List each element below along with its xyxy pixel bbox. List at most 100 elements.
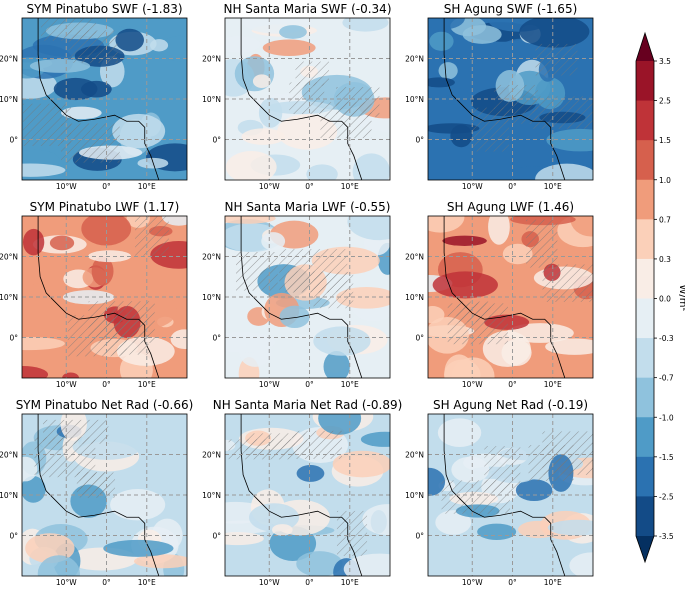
colorbar-bin (636, 179, 654, 220)
hatch (79, 472, 116, 498)
field-blob (442, 235, 487, 246)
field-blob (28, 283, 47, 310)
panel-title: NH Santa Maria SWF (-0.34) (223, 2, 391, 16)
y-tick-label: 20°N (0, 253, 18, 262)
y-tick-label: 20°N (405, 451, 424, 460)
field-blob (462, 25, 502, 44)
coastline (240, 414, 363, 576)
x-tick-label: 10°E (341, 578, 359, 587)
field-blob (37, 555, 80, 576)
panel-frame (224, 17, 391, 181)
colorbar-tick-label: -2.5 (659, 492, 674, 501)
field-blob (115, 28, 144, 52)
x-tick-label: 10°E (544, 380, 562, 389)
hatch (528, 445, 574, 481)
y-tick-label: 0° (9, 334, 18, 343)
y-tick-label: 0° (415, 136, 424, 145)
x-tick-label: 10°W (259, 380, 280, 389)
panel-frame (427, 17, 594, 181)
field-blob (110, 489, 166, 521)
map-field (428, 18, 593, 180)
hatch (34, 437, 96, 478)
colorbar-tick-label: -0.7 (659, 374, 674, 383)
field-blob (546, 128, 593, 152)
x-tick-label: 10°E (341, 380, 359, 389)
panel-frame (224, 215, 391, 379)
colorbar-tick-label: 0.3 (659, 255, 671, 264)
colorbar-label: W/m² (677, 284, 685, 311)
panel-frame (427, 413, 594, 577)
colorbar-tick-label: 1.0 (659, 176, 671, 185)
y-tick-label: 10°N (405, 95, 424, 104)
colorbar-extend (636, 536, 654, 562)
panel-title: SH Agung LWF (1.46) (447, 200, 574, 214)
colorbar-extend (636, 33, 654, 61)
colorbar-tick-label: 1.5 (659, 136, 671, 145)
panel-frame (21, 413, 188, 577)
colorbar-bin (636, 417, 654, 458)
field-blob (477, 523, 517, 540)
panel-title: NH Santa Maria LWF (-0.55) (225, 200, 391, 214)
field-blob (313, 326, 371, 356)
field-blob (527, 547, 589, 560)
y-tick-label: 20°N (0, 55, 18, 64)
map-panel: 10°W 0° 10°E 0° 10°N 20°N SH Agung SWF (-1.65) (405, 2, 594, 191)
field-blob (234, 56, 275, 92)
field-blob (318, 414, 362, 435)
field-blob (547, 519, 593, 536)
field-blob (80, 80, 112, 98)
field-blob (450, 124, 473, 148)
hatch (532, 96, 593, 129)
field-blob (347, 216, 390, 241)
field-blob (22, 476, 46, 503)
field-blob (225, 331, 276, 353)
x-tick-label: 0° (102, 578, 111, 587)
map-field (225, 18, 390, 180)
hatch (535, 43, 578, 76)
field-blob (22, 163, 66, 177)
x-tick-label: 0° (102, 380, 111, 389)
colorbar-tick-label: -1.0 (659, 413, 674, 422)
field-blob (343, 553, 390, 576)
field-blob (262, 39, 316, 57)
y-tick-label: 0° (415, 532, 424, 541)
colorbar-bin (636, 496, 654, 537)
coastline (37, 216, 160, 378)
x-tick-label: 10°W (462, 182, 483, 191)
hatch (447, 303, 508, 345)
y-tick-label: 20°N (202, 55, 221, 64)
field-blob (362, 504, 390, 536)
map-field (225, 216, 390, 378)
field-blob (103, 539, 174, 557)
field-blob (443, 359, 481, 378)
y-tick-label: 20°N (405, 253, 424, 262)
field-blob (515, 479, 553, 502)
colorbar-tick-label: 0.7 (659, 215, 671, 224)
x-tick-label: 10°E (544, 578, 562, 587)
panel-title: SH Agung Net Rad (-0.19) (433, 398, 588, 412)
field-blob (170, 329, 187, 350)
hatch (313, 271, 354, 309)
y-tick-label: 20°N (202, 451, 221, 460)
coastline (443, 414, 566, 576)
map-field (22, 216, 187, 378)
x-tick-label: 0° (305, 578, 314, 587)
hatch (320, 102, 372, 139)
y-tick-label: 10°N (202, 491, 221, 500)
map-panel: 10°W 0° 10°E 0° 10°N 20°N SH Agung LWF (1.46) (405, 200, 594, 389)
x-tick-label: 10°E (138, 380, 156, 389)
coastline (37, 414, 160, 576)
hatch (441, 480, 511, 514)
colorbar-tick-label: -0.3 (659, 334, 674, 343)
field-blob (428, 467, 446, 497)
y-tick-label: 10°N (0, 95, 18, 104)
hatch (228, 439, 296, 460)
x-tick-label: 10°W (462, 578, 483, 587)
panel-title: NH Santa Maria Net Rad (-0.89) (213, 398, 403, 412)
hatch (68, 30, 118, 63)
x-tick-label: 0° (305, 380, 314, 389)
colorbar-bin (636, 298, 654, 339)
colorbar-bin (636, 61, 654, 102)
map-panel: 10°W 0° 10°E 0° 10°N 20°N NH Santa Maria LWF (… (202, 200, 391, 389)
field-blob (91, 256, 114, 286)
